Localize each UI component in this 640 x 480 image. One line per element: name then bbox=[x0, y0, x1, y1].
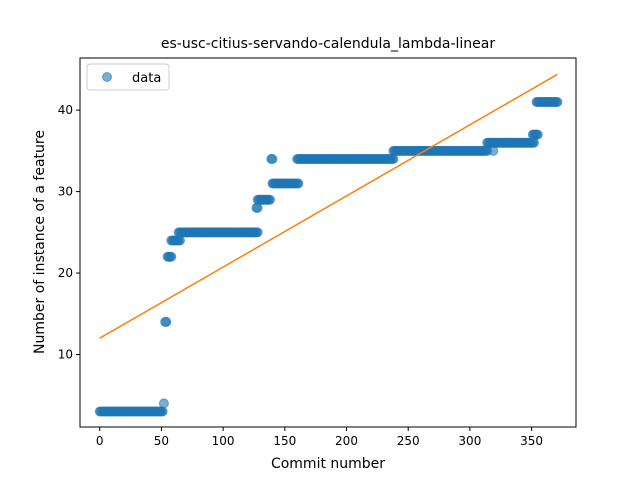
legend: data bbox=[86, 63, 170, 91]
data-point bbox=[265, 194, 276, 205]
scatter-points bbox=[94, 96, 563, 417]
data-point bbox=[552, 96, 563, 107]
x-tick-label: 300 bbox=[458, 434, 481, 448]
data-point bbox=[158, 398, 169, 409]
data-point bbox=[532, 129, 543, 140]
x-tick-label: 100 bbox=[212, 434, 235, 448]
data-point bbox=[166, 251, 177, 262]
y-axis-ticks: 10 20 30 40 bbox=[58, 103, 80, 362]
x-axis-label: Commit number bbox=[271, 456, 385, 472]
y-tick-label: 10 bbox=[58, 348, 73, 362]
data-point bbox=[293, 178, 304, 189]
y-tick-label: 40 bbox=[58, 103, 73, 117]
x-axis-ticks: 0 50 100 150 200 250 300 350 bbox=[96, 427, 543, 448]
plot-area bbox=[79, 57, 577, 428]
axes-frame bbox=[79, 57, 577, 428]
x-tick-label: 150 bbox=[273, 434, 296, 448]
legend-box bbox=[86, 63, 170, 91]
x-tick-label: 200 bbox=[335, 434, 358, 448]
y-axis-label: Number of instance of a feature bbox=[32, 130, 48, 354]
fit-line-layer bbox=[99, 73, 558, 339]
data-point bbox=[157, 406, 168, 417]
data-point bbox=[267, 154, 278, 165]
legend-marker bbox=[102, 72, 112, 82]
data-point bbox=[252, 227, 263, 238]
chart-title: es-usc-citius-servando-calendula_lambda-… bbox=[161, 36, 495, 52]
x-tick-label: 50 bbox=[154, 434, 169, 448]
data-point bbox=[161, 316, 172, 327]
x-tick-label: 0 bbox=[96, 434, 104, 448]
y-tick-label: 30 bbox=[58, 185, 73, 199]
x-tick-label: 350 bbox=[520, 434, 543, 448]
y-tick-label: 20 bbox=[58, 266, 73, 280]
legend-label-data: data bbox=[132, 71, 161, 86]
linear-fit-line bbox=[99, 73, 558, 339]
x-tick-label: 250 bbox=[397, 434, 420, 448]
